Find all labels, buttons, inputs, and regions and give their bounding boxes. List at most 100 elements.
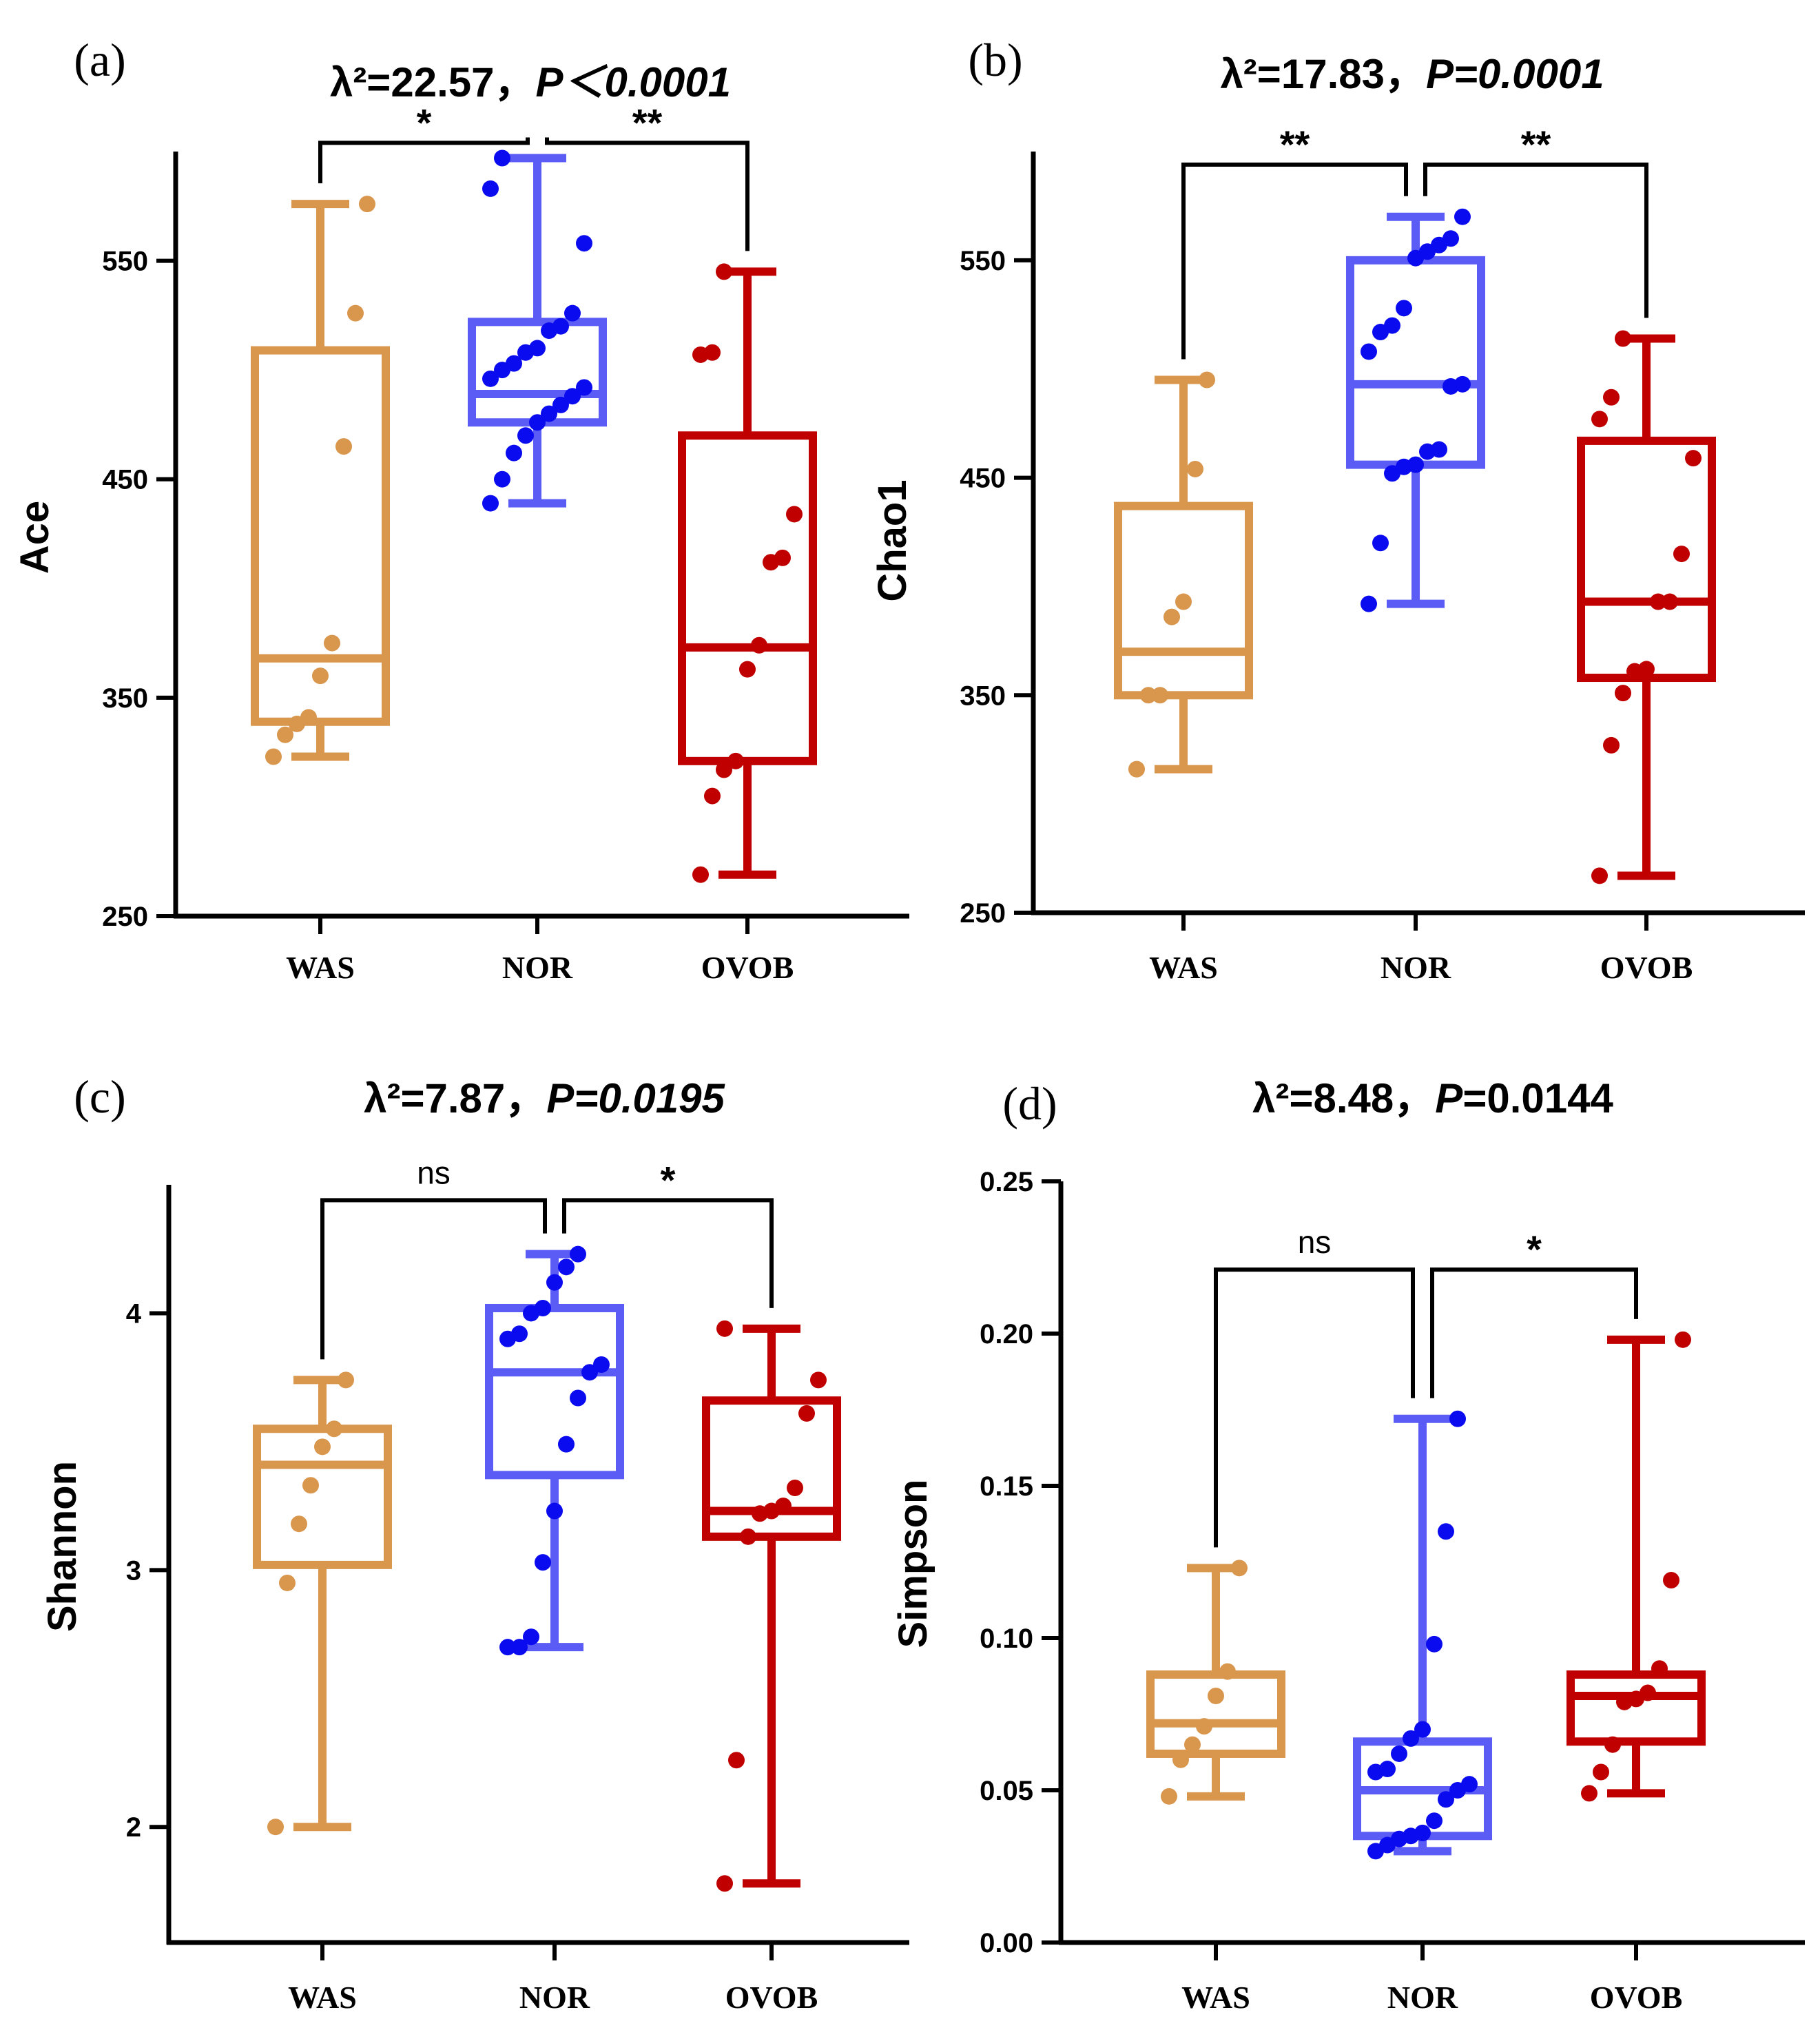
data-point [581,1364,598,1381]
y-tick-label: 350 [960,681,1006,711]
data-point [1391,1745,1407,1762]
data-point [347,304,364,322]
box-group-nor [1353,1410,1492,1860]
box-group-nor [468,149,607,512]
data-point [546,1274,563,1291]
data-point [359,196,375,213]
data-point [716,263,732,280]
data-point [482,370,499,387]
box-iqr [253,1425,392,1569]
data-point [704,344,721,361]
significance-label: ns [417,1154,451,1190]
data-point [1196,1718,1212,1735]
panel-d: (d) λ²=8.48，P=0.0144 0.00 0.05 0.10 0.15 0.20 0… [891,1075,1805,2015]
y-tick-label: 250 [102,902,148,932]
data-point [529,414,546,431]
data-point [716,1875,733,1892]
y-axis-label: Simpson [891,1480,935,1648]
data-point [523,1628,539,1646]
data-point [535,1554,551,1571]
data-point [1403,1730,1419,1747]
data-point [1140,687,1157,704]
data-point [300,709,317,726]
data-point [1396,300,1412,317]
data-point [324,634,340,652]
box-iqr [1577,436,1716,683]
y-tick-label: 350 [102,683,148,714]
significance-bracket: ** [545,101,749,251]
data-point [552,396,569,413]
data-point [552,318,569,335]
data-point [1231,1560,1248,1577]
data-point [564,388,581,405]
x-tick-label: WAS [288,1980,357,2015]
data-point [1431,441,1447,458]
box-group-was [1114,371,1253,778]
data-point [1426,1812,1442,1830]
data-point [1442,230,1459,247]
data-point [1172,1751,1189,1768]
data-point [1461,1776,1478,1793]
data-point [692,866,709,883]
data-point [312,667,329,685]
chart-title: λ²=7.87，P=0.0195 [364,1075,725,1121]
title-statistic: λ²=8.48， [1252,1075,1435,1121]
box-iqr [251,346,390,726]
data-point [1414,1824,1431,1841]
data-point [1604,1736,1621,1753]
box-iqr [1146,1670,1285,1758]
data-point [546,1502,563,1520]
box-group-ovob [1566,1331,1706,1802]
data-point [1591,411,1608,428]
box-group-was [1146,1560,1285,1805]
data-point [1426,1635,1442,1653]
data-point [1454,375,1471,393]
data-point [739,661,756,678]
data-point [727,752,744,769]
data-point [535,1299,551,1316]
data-point [482,495,499,512]
panel-b: (b) λ²=17.83，P=0.0001 250 350 450 550 Chao1 WAS… [870,34,1805,985]
data-point [1673,546,1690,563]
y-tick-label: 0.10 [980,1624,1033,1654]
data-point [1640,1684,1656,1701]
box-iqr [1114,501,1253,700]
panel-c: (c) λ²=7.87，P=0.0195 2 3 4 Shannon WAS NOR OVOB n… [40,1070,909,2015]
data-point [740,1528,756,1545]
significance-label: ** [632,101,663,144]
title-p-value-number: =0.0144 [1462,1075,1613,1121]
x-tick-label: WAS [286,950,355,985]
y-tick-label: 0.25 [980,1167,1033,1197]
data-point [798,1405,815,1422]
x-tick-label: NOR [1380,950,1451,985]
data-point [716,1320,733,1337]
x-tick-label: NOR [1387,1980,1458,2015]
data-point [302,1477,319,1494]
data-point [716,761,732,778]
chart-title: λ²=17.83，P=0.0001 [1220,51,1604,97]
y-tick-label: 550 [960,246,1006,276]
x-tick-label: WAS [1181,1980,1250,2015]
data-point [751,636,767,654]
x-tick-label: OVOB [701,950,794,985]
data-point [517,427,534,444]
data-point [1615,685,1631,702]
box-iqr [1346,256,1485,469]
significance-bracket: * [318,101,530,184]
bracket-line [1214,1267,1415,1548]
title-p-value: P [1435,1075,1463,1121]
box-group-nor [485,1245,624,1656]
significance-label: * [661,1158,676,1201]
data-point [541,405,557,422]
y-tick-label: 250 [960,898,1006,929]
data-point [1603,736,1620,754]
bracket-line [320,1198,547,1360]
data-point [267,1819,284,1836]
data-point [494,149,510,167]
x-tick-label: OVOB [1600,950,1693,985]
data-point [1152,687,1168,704]
panel-label: (b) [968,34,1022,86]
panel-a: (a) λ²=22.57，P＜0.0001 250 350 450 550 Ace WAS NO… [12,34,909,985]
data-point [1379,1761,1396,1778]
